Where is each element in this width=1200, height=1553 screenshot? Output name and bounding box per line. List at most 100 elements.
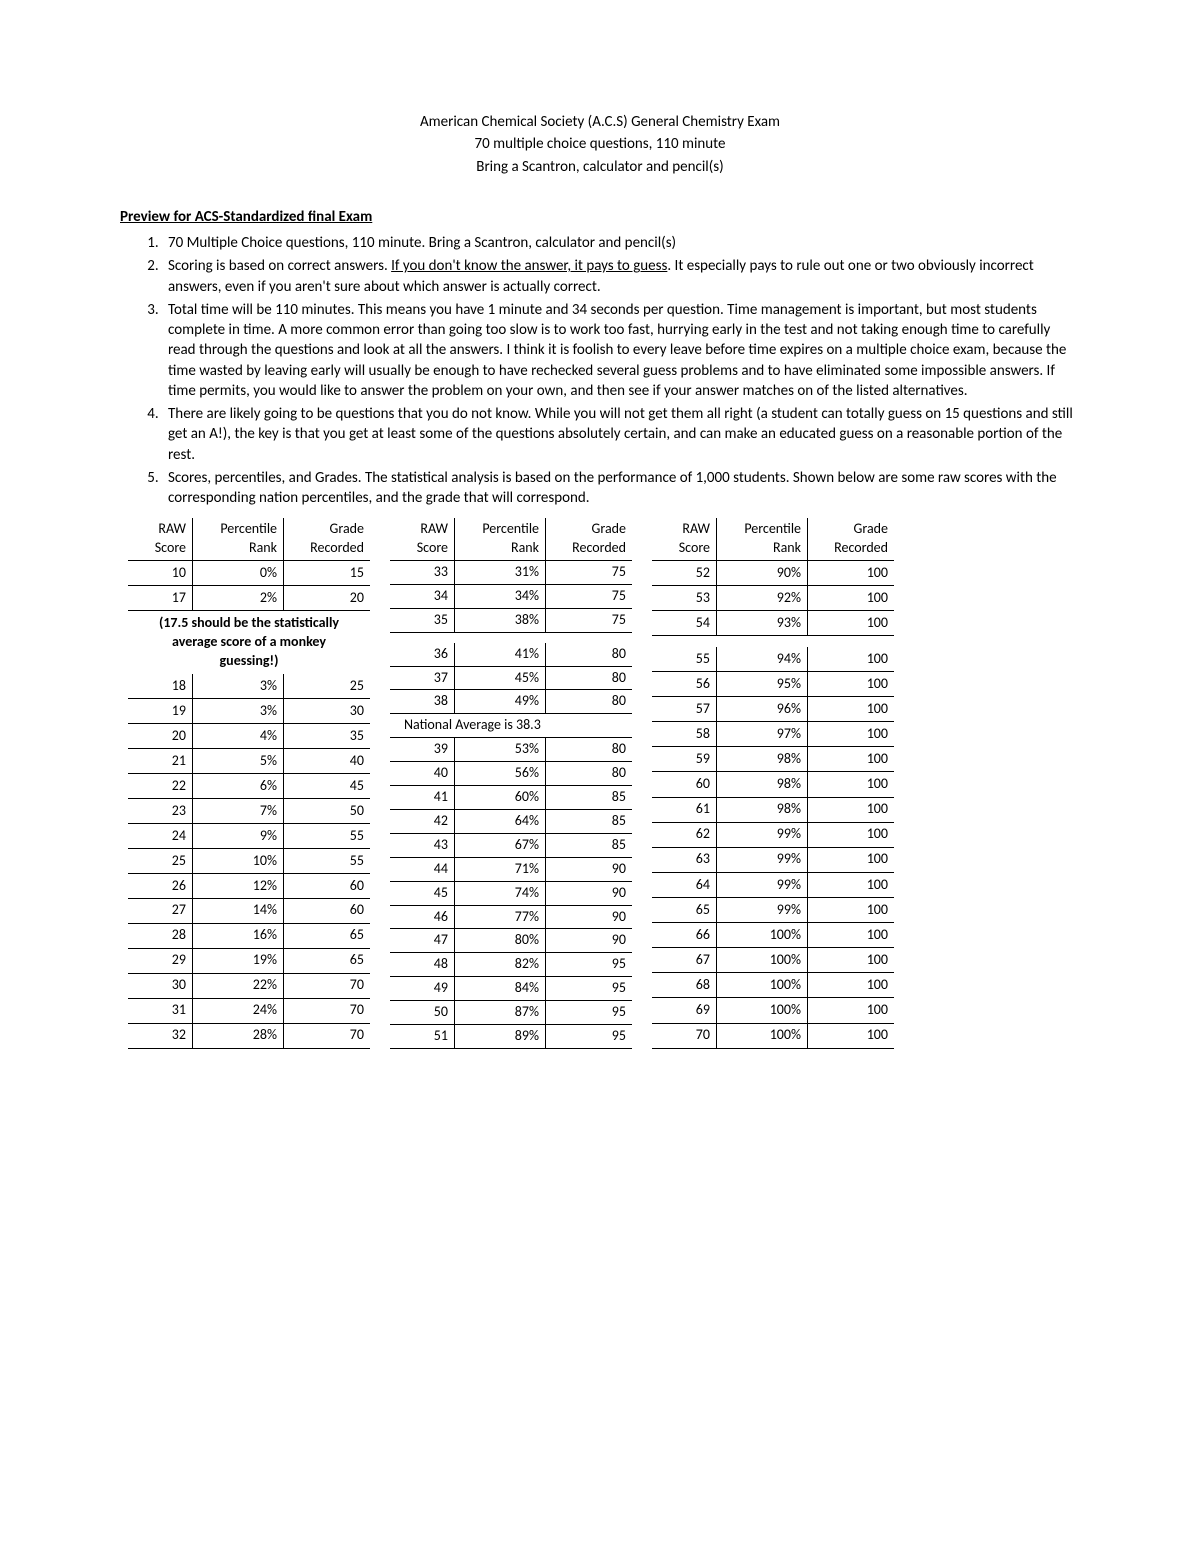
cell-raw: 61 (652, 797, 717, 822)
table-row: 4984%95 (390, 977, 632, 1001)
table-row: 4264%85 (390, 809, 632, 833)
cell-raw: 29 (128, 948, 193, 973)
cell-raw: 59 (652, 747, 717, 772)
cell-percentile: 53% (455, 738, 546, 762)
table-row: 2612%60 (128, 873, 370, 898)
cell-grade: 100 (808, 647, 895, 672)
cell-percentile: 64% (455, 809, 546, 833)
table-row: 5392%100 (652, 586, 894, 611)
header-line-2: 70 multiple choice questions, 110 minute (120, 134, 1080, 154)
cell-grade: 45 (284, 774, 371, 799)
monkey-note-row: (17.5 should be the statistically averag… (128, 610, 370, 674)
table-row: 3434%75 (390, 584, 632, 608)
cell-raw: 55 (652, 647, 717, 672)
cell-raw: 30 (128, 973, 193, 998)
cell-grade: 80 (546, 643, 633, 666)
cell-grade: 75 (546, 608, 633, 632)
table-row: 204%35 (128, 724, 370, 749)
table-row: 172%20 (128, 585, 370, 610)
cell-percentile: 92% (717, 586, 808, 611)
cell-percentile: 19% (193, 948, 284, 973)
cell-grade: 95 (546, 1024, 633, 1048)
table-row: 6098%100 (652, 772, 894, 797)
cell-percentile: 82% (455, 953, 546, 977)
cell-raw: 45 (390, 881, 455, 905)
cell-raw: 41 (390, 786, 455, 810)
cell-grade: 70 (284, 973, 371, 998)
cell-raw: 18 (128, 674, 193, 698)
cell-grade: 100 (808, 697, 895, 722)
cell-grade: 95 (546, 977, 633, 1001)
table-row: 6299%100 (652, 822, 894, 847)
percentile-table-left: RAWScore PercentileRank GradeRecorded 10… (128, 518, 370, 1049)
cell-grade: 75 (546, 561, 633, 585)
cell-raw: 24 (128, 824, 193, 849)
national-average-row: National Average is 38.3 (390, 714, 632, 738)
cell-raw: 35 (390, 608, 455, 632)
table-row: 3849%80 (390, 690, 632, 714)
cell-raw: 22 (128, 774, 193, 799)
percentile-tables: RAWScore PercentileRank GradeRecorded 10… (128, 518, 1080, 1049)
cell-grade: 100 (808, 611, 895, 636)
cell-percentile: 99% (717, 872, 808, 897)
table-row: 3953%80 (390, 738, 632, 762)
cell-raw: 17 (128, 585, 193, 610)
cell-grade: 85 (546, 809, 633, 833)
table-row: 4677%90 (390, 905, 632, 929)
cell-percentile: 34% (455, 584, 546, 608)
cell-grade: 95 (546, 953, 633, 977)
cell-grade: 80 (546, 690, 633, 714)
cell-raw: 54 (652, 611, 717, 636)
cell-percentile: 97% (717, 722, 808, 747)
table-row: 6399%100 (652, 847, 894, 872)
cell-raw: 27 (128, 898, 193, 923)
table-row: 4780%90 (390, 929, 632, 953)
cell-percentile: 4% (193, 724, 284, 749)
cell-percentile: 93% (717, 611, 808, 636)
cell-grade: 80 (546, 666, 633, 690)
cell-raw: 26 (128, 873, 193, 898)
cell-raw: 69 (652, 998, 717, 1023)
cell-raw: 38 (390, 690, 455, 714)
cell-grade: 100 (808, 1023, 895, 1048)
cell-percentile: 74% (455, 881, 546, 905)
cell-raw: 57 (652, 697, 717, 722)
cell-percentile: 84% (455, 977, 546, 1001)
cell-percentile: 28% (193, 1023, 284, 1048)
table-row: 226%45 (128, 774, 370, 799)
table-row: 4160%85 (390, 786, 632, 810)
cell-percentile: 9% (193, 824, 284, 849)
cell-percentile: 90% (717, 561, 808, 586)
cell-percentile: 100% (717, 1023, 808, 1048)
cell-percentile: 96% (717, 697, 808, 722)
cell-percentile: 3% (193, 674, 284, 698)
cell-grade: 100 (808, 872, 895, 897)
cell-raw: 44 (390, 857, 455, 881)
cell-percentile: 7% (193, 799, 284, 824)
table-row: 3022%70 (128, 973, 370, 998)
cell-grade: 95 (546, 1001, 633, 1025)
list-item-4: There are likely going to be questions t… (162, 404, 1080, 465)
table-row: 3745%80 (390, 666, 632, 690)
table-row: 4882%95 (390, 953, 632, 977)
list-item-1: 70 Multiple Choice questions, 110 minute… (162, 233, 1080, 253)
table-row: 66100%100 (652, 923, 894, 948)
cell-grade: 65 (284, 923, 371, 948)
cell-grade: 80 (546, 762, 633, 786)
cell-grade: 70 (284, 1023, 371, 1048)
cell-raw: 50 (390, 1001, 455, 1025)
table-row: 6198%100 (652, 797, 894, 822)
table-row: 67100%100 (652, 948, 894, 973)
header-line-3: Bring a Scantron, calculator and pencil(… (120, 157, 1080, 177)
cell-grade: 90 (546, 881, 633, 905)
table-row: 3124%70 (128, 998, 370, 1023)
cell-raw: 56 (652, 672, 717, 697)
cell-raw: 20 (128, 724, 193, 749)
cell-grade: 60 (284, 898, 371, 923)
cell-raw: 64 (652, 872, 717, 897)
cell-grade: 50 (284, 799, 371, 824)
cell-raw: 49 (390, 977, 455, 1001)
cell-raw: 67 (652, 948, 717, 973)
cell-percentile: 49% (455, 690, 546, 714)
table-row: 4574%90 (390, 881, 632, 905)
